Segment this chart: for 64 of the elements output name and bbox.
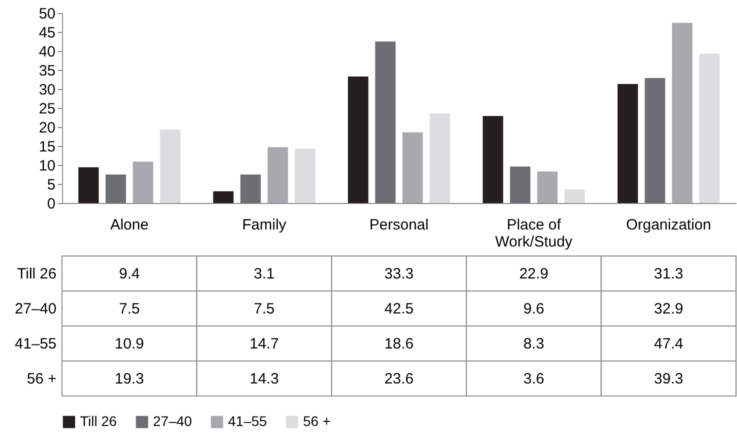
- data-label: 10.9: [114, 336, 144, 352]
- y-tick-label: 45: [38, 24, 56, 42]
- data-label: 39.3: [654, 370, 684, 388]
- bar: [618, 84, 638, 203]
- data-label: 32.9: [654, 300, 684, 318]
- data-label: 42.5: [384, 300, 414, 318]
- data-label: 22.9: [519, 266, 548, 282]
- bar: [348, 76, 368, 203]
- data-label: 14.3: [250, 370, 279, 388]
- bar: [78, 167, 99, 203]
- legend-label: 56 +: [303, 413, 331, 429]
- bar: [482, 116, 504, 203]
- data-label: 7.5: [118, 300, 140, 318]
- legend-label: 41–55: [228, 413, 268, 429]
- bar: [240, 174, 261, 203]
- x-tick-label: Organization: [626, 216, 712, 234]
- bar: [268, 147, 288, 203]
- bar: [672, 22, 692, 203]
- bar: [430, 113, 450, 203]
- y-tick-label: 10: [38, 158, 56, 174]
- data-label: 3.1: [254, 266, 275, 282]
- legend-label: Till 26: [80, 413, 118, 429]
- y-tick-label: 50: [38, 6, 56, 22]
- bar: [564, 189, 585, 203]
- data-label: 47.4: [654, 336, 684, 352]
- data-label: 3.6: [523, 370, 544, 388]
- y-tick-label: 15: [38, 138, 56, 156]
- data-label: 9.4: [118, 266, 140, 282]
- data-label: 19.3: [114, 370, 144, 388]
- bar: [213, 191, 234, 203]
- data-label: 31.3: [654, 266, 684, 282]
- data-label: 14.7: [250, 336, 279, 352]
- text: Till 26: [17, 266, 56, 282]
- text: 41–55: [14, 336, 56, 352]
- legend-label: 27–40: [153, 413, 192, 429]
- data-label: 33.3: [384, 266, 414, 282]
- bar: [644, 78, 666, 203]
- bar: [132, 162, 154, 203]
- bar: [294, 148, 316, 203]
- y-tick-label: 0: [47, 196, 56, 212]
- data-label: 18.6: [384, 336, 414, 352]
- y-tick-label: 5: [47, 176, 56, 194]
- y-tick-label: 20: [38, 120, 56, 136]
- x-tick-label: Alone: [110, 216, 149, 234]
- data-label: 9.6: [523, 300, 544, 318]
- y-tick-label: 25: [38, 100, 56, 118]
- bar: [510, 166, 530, 203]
- y-tick-label: 40: [38, 44, 56, 60]
- data-label: 7.5: [254, 300, 275, 318]
- bar: [402, 132, 423, 203]
- x-tick-label: Family: [242, 216, 287, 234]
- y-tick-label: 35: [38, 62, 56, 80]
- bar: [537, 171, 558, 203]
- bar: [375, 42, 396, 203]
- x-tick-label: Place of Work/Study: [495, 216, 573, 250]
- text: 27–40: [14, 300, 56, 318]
- y-tick-label: 30: [38, 82, 56, 98]
- text: 56 +: [26, 370, 56, 388]
- bar: [106, 174, 126, 203]
- data-label: 8.3: [523, 336, 544, 352]
- data-label: 23.6: [384, 370, 414, 388]
- bar: [160, 130, 180, 203]
- x-tick-label: Personal: [369, 216, 429, 234]
- bar: [699, 54, 720, 203]
